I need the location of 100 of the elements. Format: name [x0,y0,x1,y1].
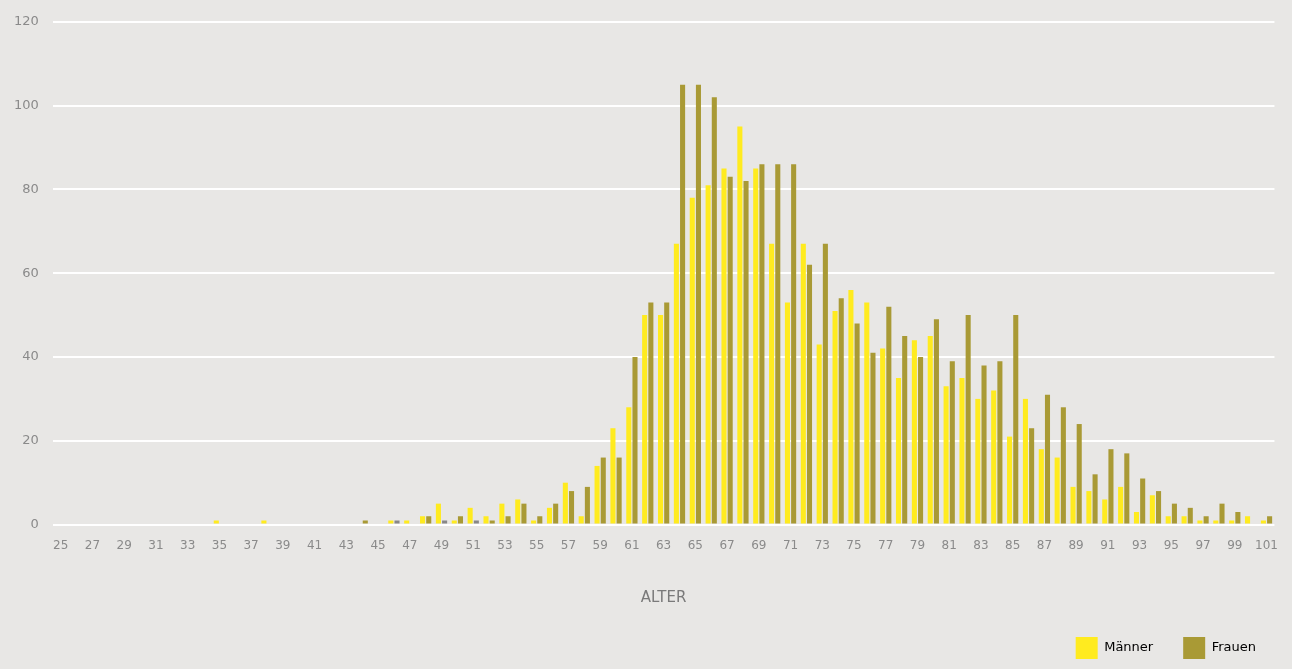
bar [1165,516,1171,524]
bar [918,357,924,524]
bar [664,302,670,524]
bar [658,315,664,524]
x-tick-label: 35 [211,537,228,552]
x-tick-label: 65 [687,537,703,552]
bar [1086,491,1092,524]
x-tick-label: 25 [53,537,69,552]
x-tick-label: 61 [624,537,640,552]
bar [499,503,505,524]
bar [689,197,695,524]
bar [531,520,537,524]
bar [727,176,733,524]
bar [584,486,590,524]
x-tick-label: 29 [116,537,132,552]
bar [695,84,701,524]
bar [489,520,495,524]
bar [870,352,876,524]
bar [769,243,775,524]
x-tick-label: 75 [846,537,862,552]
y-tick-label: 20 [22,432,39,448]
bar [933,319,939,524]
y-tick-label: 0 [30,515,39,531]
x-tick-label: 67 [719,537,735,552]
bar [848,289,854,524]
bar [1235,512,1241,524]
x-tick-label: 69 [751,537,767,552]
x-tick-label: 59 [592,537,608,552]
bar [806,264,813,524]
x-tick-label: 45 [370,537,386,552]
x-tick-label: 81 [941,537,957,552]
bar [1245,516,1251,524]
bar [537,516,543,524]
x-tick-label: 27 [84,537,101,552]
bar [1092,474,1098,524]
bar [1076,424,1082,524]
x-tick-label: 93 [1131,537,1148,552]
bar [854,323,860,524]
bar [705,185,711,524]
bar [515,499,521,524]
x-tick-label: 95 [1163,537,1179,552]
bar [1118,486,1124,524]
y-tick-label: 40 [22,348,39,364]
bar [426,516,432,524]
x-tick-label: 71 [782,537,799,552]
bar [927,336,933,524]
x-tick-label: 51 [465,537,481,552]
bar [616,457,622,524]
bar [457,516,464,524]
bar [1171,503,1177,524]
bar [737,126,743,524]
bar [965,315,971,524]
legend-label: Männer [1104,639,1154,655]
bar [546,507,553,524]
bar [1156,491,1162,524]
bar [1181,516,1187,524]
bar [911,340,917,524]
bar [483,516,489,524]
bar [435,503,441,524]
bar [1267,516,1273,524]
bar [213,520,219,524]
bar [594,465,600,524]
x-tick-label: 83 [973,537,989,552]
bar [1140,478,1146,524]
x-tick-label: 57 [560,537,577,552]
x-tick-label: 31 [148,537,164,552]
bar [997,361,1003,524]
x-tick-label: 63 [655,537,672,552]
bar [1013,315,1019,524]
bar [642,315,648,524]
bar [394,520,400,524]
bar [838,298,844,524]
x-tick-label: 39 [275,537,291,552]
bar [784,302,790,524]
x-tick-label: 91 [1100,537,1116,552]
bar [816,344,822,524]
x-tick-label: 73 [814,537,830,552]
bar [1260,520,1266,524]
y-tick-label: 100 [13,96,39,112]
bar [600,457,606,524]
bar [1029,428,1035,524]
y-tick-label: 120 [13,13,39,29]
bar [1044,394,1051,524]
x-tick-label: 47 [402,537,418,552]
bar [721,168,727,524]
bar [1007,436,1013,524]
x-tick-label: 53 [497,537,513,552]
bar [975,398,981,524]
x-tick-label: 79 [909,537,926,552]
bar [743,181,749,524]
bar [959,377,965,524]
x-tick-label: 37 [243,537,259,552]
bar [1229,520,1235,524]
x-tick-label: 49 [433,537,450,552]
x-tick-label: 33 [180,537,196,552]
bar [1054,457,1060,524]
bar [648,302,654,524]
x-tick-label: 85 [1005,537,1021,552]
bar [800,243,806,524]
bar [261,520,267,524]
